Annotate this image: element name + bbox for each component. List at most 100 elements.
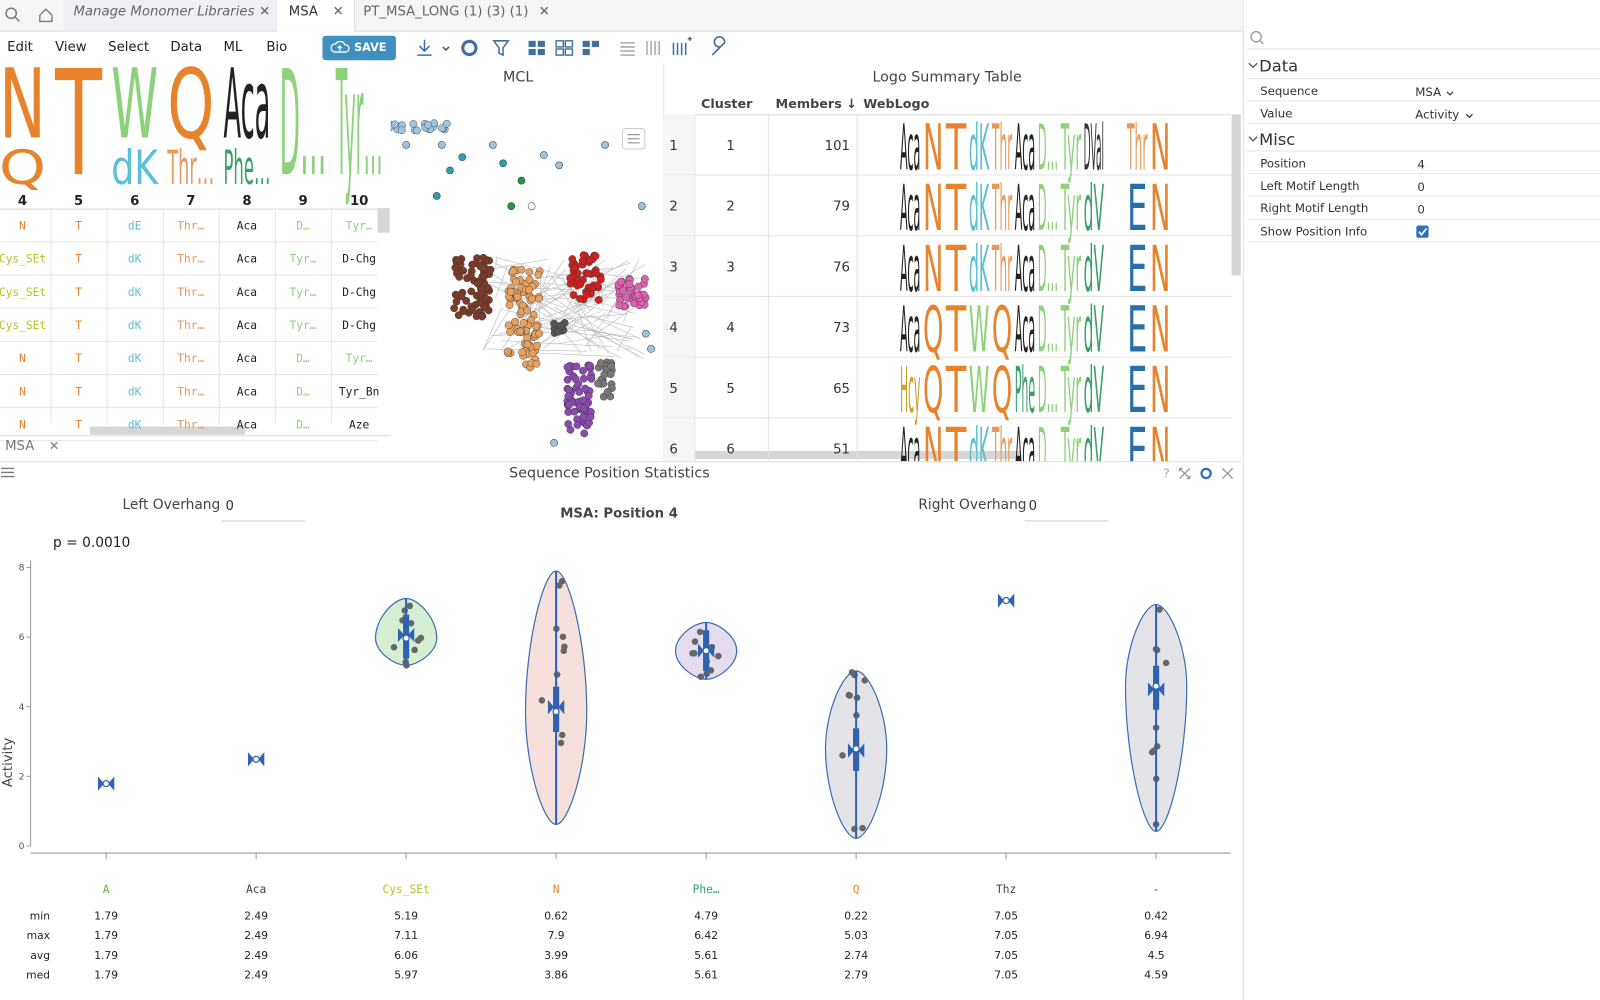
cluster-cell: 2 <box>726 200 734 215</box>
menu-item[interactable]: View <box>55 39 87 56</box>
column-header[interactable]: Members ↓ <box>775 95 857 112</box>
tab-active[interactable] <box>277 0 356 32</box>
weblogo-letter: Tyr <box>1060 114 1081 184</box>
column-header[interactable]: Cluster <box>701 95 753 112</box>
node <box>579 413 588 422</box>
weblogo-letter: Q <box>923 293 943 367</box>
panel-tab-close[interactable]: ✕ <box>48 438 60 454</box>
input-value[interactable]: 0 <box>225 498 234 515</box>
property-value[interactable]: 0 <box>1417 202 1425 217</box>
weblogo-letter: T <box>945 114 966 184</box>
tab-close[interactable]: ✕ <box>332 4 344 20</box>
menu-item[interactable]: Bio <box>266 39 288 56</box>
node <box>482 294 490 303</box>
logo-letter: Aca <box>223 63 270 160</box>
column-header[interactable]: WebLogo <box>863 95 930 112</box>
input-value[interactable]: 0 <box>1028 498 1038 515</box>
property-value[interactable]: 0 <box>1417 179 1425 194</box>
panel-controls[interactable]: ? <box>1159 465 1241 481</box>
toolbar-icons[interactable] <box>404 35 741 62</box>
node <box>512 277 520 286</box>
property-value[interactable]: Activity <box>1415 107 1460 122</box>
node <box>583 269 592 278</box>
property-value[interactable]: MSA <box>1415 84 1442 99</box>
panel-menu-icon[interactable] <box>0 465 16 479</box>
edge <box>574 293 607 310</box>
panel-tab-label[interactable]: MSA <box>5 438 35 455</box>
input-field[interactable] <box>221 496 306 522</box>
avg-marker <box>547 699 565 715</box>
node <box>478 312 486 321</box>
index-cell <box>663 296 695 358</box>
weblogo-letter: Q <box>992 353 1012 427</box>
stat-value: 6.94 <box>1144 929 1168 942</box>
logo-letter: D… <box>280 63 327 209</box>
menu-item[interactable]: Data <box>170 39 203 56</box>
weblogo-letter: Tyr <box>1060 171 1081 245</box>
weblogo-letter: E <box>1127 232 1147 306</box>
position-label: 9 <box>298 194 307 209</box>
weblogo-letter: T <box>945 293 966 367</box>
node <box>586 413 595 421</box>
tab[interactable] <box>63 0 279 31</box>
index-cell <box>663 417 695 462</box>
menu-item[interactable]: Edit <box>7 39 33 56</box>
edge <box>488 270 602 350</box>
edge <box>551 276 575 310</box>
msa-cell: Thr… <box>177 419 204 432</box>
data-point <box>1162 659 1170 667</box>
node <box>455 273 464 281</box>
node <box>580 429 589 438</box>
tab-close[interactable]: ✕ <box>538 4 550 20</box>
edge <box>594 312 607 323</box>
tab-close[interactable]: ✕ <box>259 4 271 20</box>
data-point <box>845 691 853 699</box>
position-label: 7 <box>186 194 195 209</box>
msa-cell: Aze <box>349 419 370 432</box>
tab-label[interactable]: MSA <box>288 4 318 20</box>
property-value[interactable]: 4 <box>1417 157 1425 172</box>
stat-label: min <box>30 909 50 922</box>
node <box>565 400 574 409</box>
tab-label[interactable]: Manage Monomer Libraries <box>73 4 255 20</box>
node <box>480 303 489 311</box>
node <box>402 141 410 149</box>
save-button[interactable] <box>322 35 396 61</box>
weblogo-letter: D… <box>1038 353 1058 427</box>
msa-cell: Tyr… <box>346 220 373 233</box>
stat-value: 7.05 <box>994 909 1018 922</box>
data-point <box>406 602 414 610</box>
node <box>580 374 588 383</box>
menu-item[interactable]: Select <box>108 39 150 56</box>
edge <box>601 347 621 359</box>
weblogo-letter: dV <box>1084 293 1104 367</box>
property-label: Right Motif Length <box>1260 201 1369 216</box>
index-cell <box>663 114 695 175</box>
save-button-label[interactable]: SAVE <box>354 40 387 55</box>
node <box>446 166 454 175</box>
weblogo-letter: N <box>923 232 943 306</box>
menu-item[interactable]: ML <box>223 39 243 56</box>
node <box>528 294 536 303</box>
weblogo-letter: Aca <box>1015 171 1035 245</box>
input-field[interactable] <box>1024 496 1109 522</box>
median-marker <box>1002 596 1010 605</box>
edge <box>586 329 633 340</box>
node <box>503 347 512 356</box>
node <box>506 328 515 336</box>
section-header[interactable]: Data <box>1259 56 1299 76</box>
node <box>523 334 532 342</box>
msa-cell: T <box>75 352 82 365</box>
stat-value: 1.79 <box>94 909 118 922</box>
stat-value: 4.59 <box>1144 968 1168 981</box>
edge <box>495 264 509 299</box>
weblogo-letter: Tyr <box>1060 353 1081 427</box>
tab-label[interactable]: PT_MSA_LONG (1) (3) (1) <box>363 4 529 20</box>
node <box>579 404 588 413</box>
weblogo-letter: Aca <box>900 114 920 184</box>
save-icon <box>330 40 350 53</box>
edge <box>500 260 565 352</box>
property-label: Left Motif Length <box>1260 178 1360 193</box>
category-label: Q <box>853 883 860 896</box>
section-header[interactable]: Misc <box>1259 129 1296 149</box>
